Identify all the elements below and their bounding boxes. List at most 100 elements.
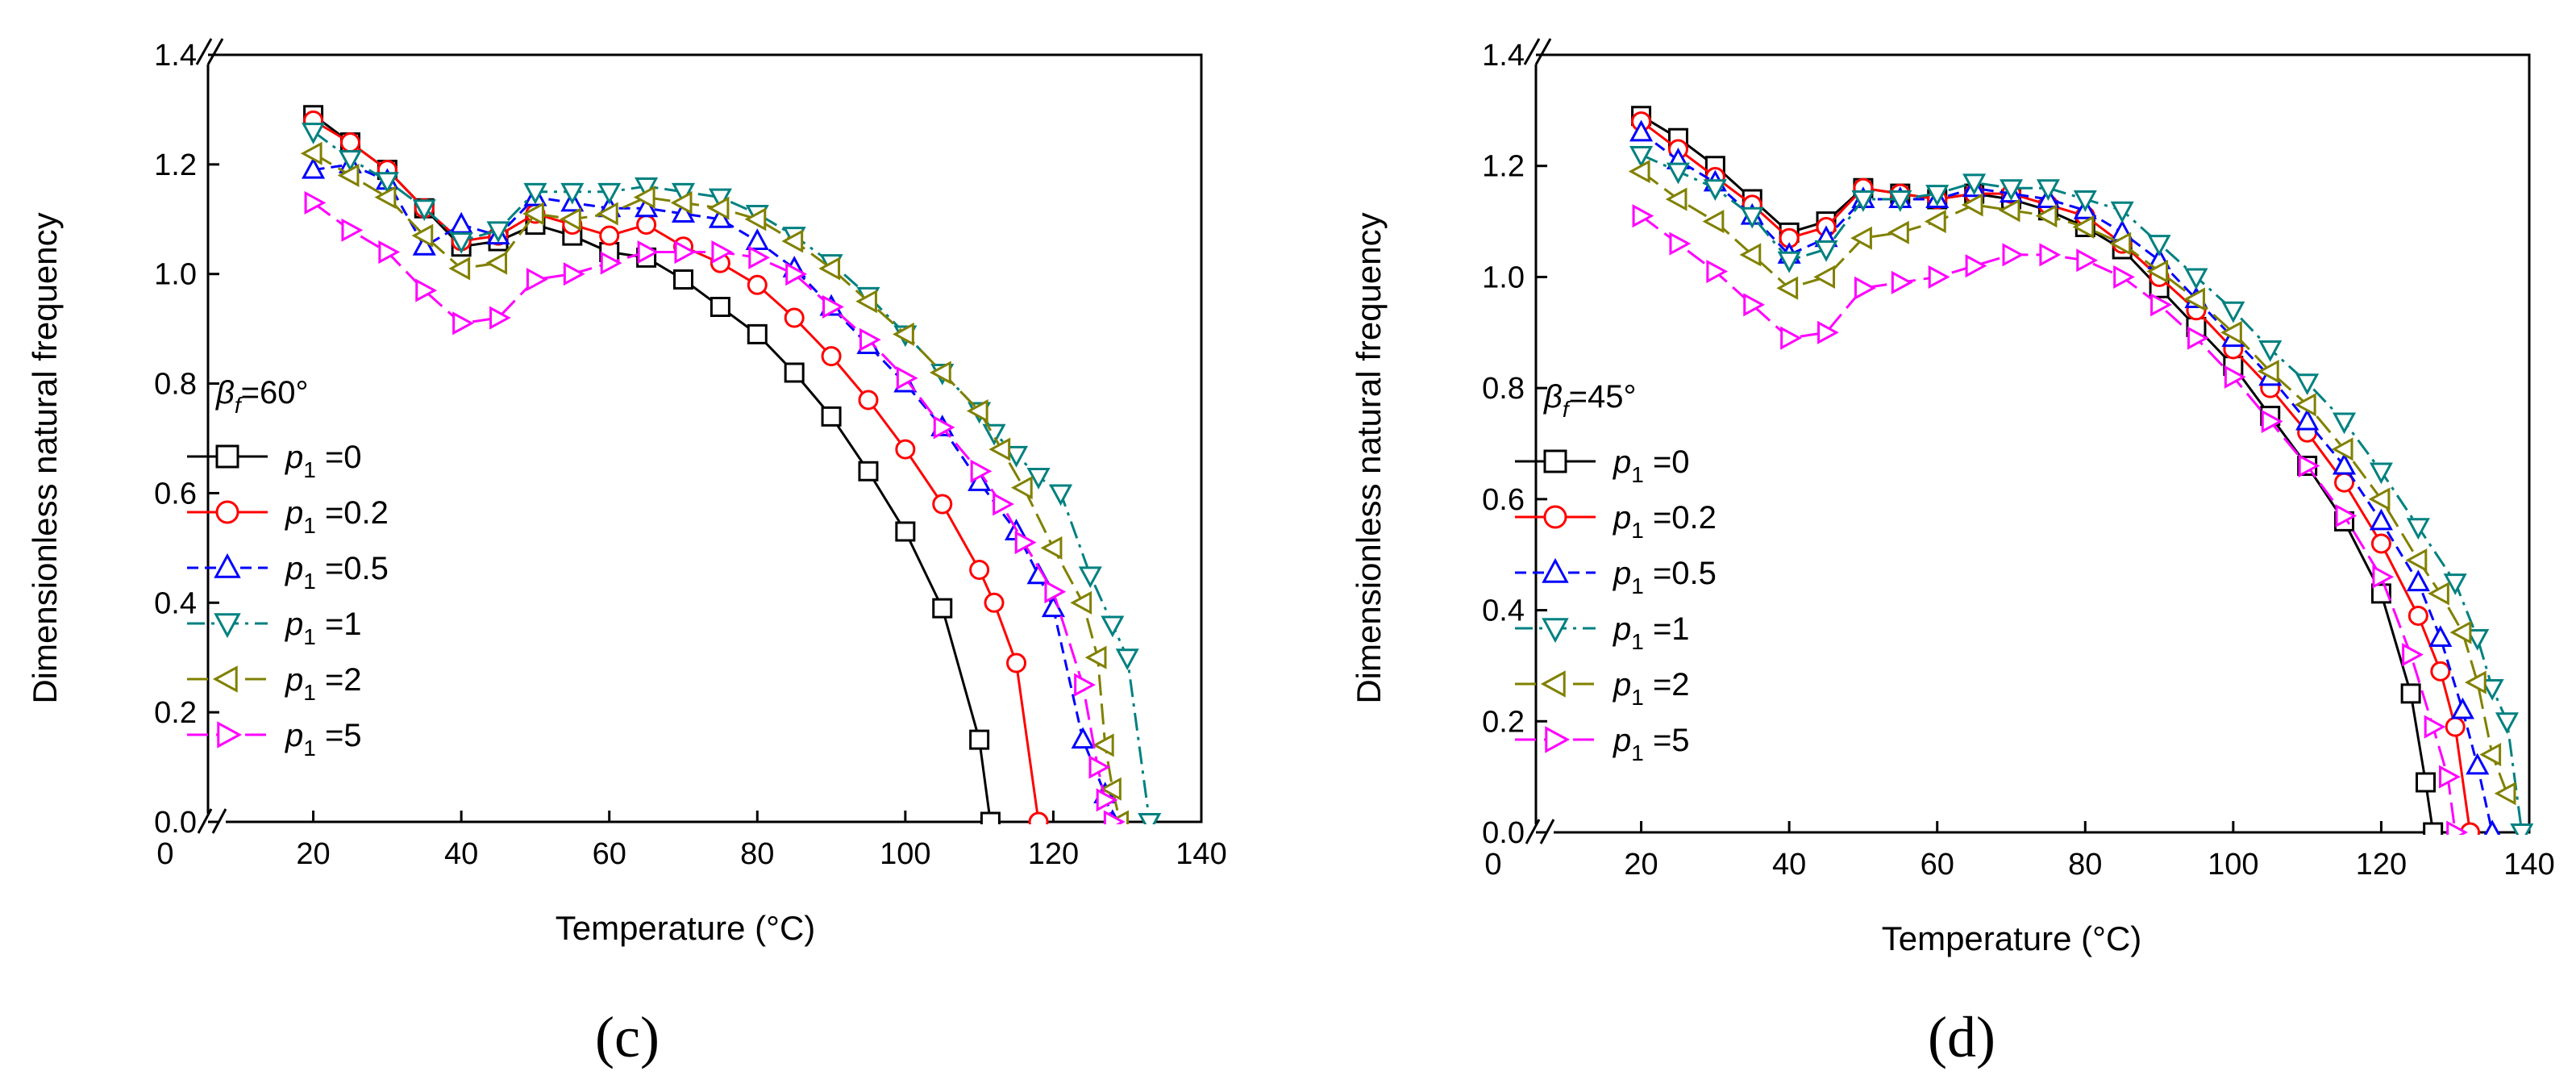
- data-point: [1887, 220, 1909, 244]
- legend-item: p1 =1: [187, 607, 362, 649]
- data-point: [2369, 462, 2393, 485]
- data-point: [2150, 293, 2172, 317]
- data-point: [2495, 712, 2520, 735]
- data-point: [523, 182, 547, 205]
- data-point: [1813, 265, 1836, 289]
- data-point: [1666, 162, 1691, 185]
- x-axis-label: Temperature (°C): [1882, 919, 2142, 957]
- data-point: [375, 172, 399, 194]
- data-point: [2450, 697, 2474, 719]
- data-point: [932, 598, 953, 619]
- data-point: [2109, 231, 2132, 256]
- legend-marker: [1540, 670, 1566, 698]
- legend-marker: [1542, 557, 1569, 583]
- data-point: [2224, 365, 2246, 389]
- data-point: [2449, 620, 2472, 644]
- legend-marker: [1545, 726, 1571, 753]
- y-tick-label: 1.2: [1482, 150, 1525, 184]
- data-point: [302, 123, 326, 144]
- y-tick-label: 1.4: [1482, 39, 1525, 73]
- data-point: [785, 262, 807, 286]
- data-point: [1629, 145, 1654, 168]
- series-group: [1628, 106, 2533, 835]
- data-point: [597, 182, 622, 205]
- data-point: [2298, 454, 2320, 478]
- data-point: [635, 177, 659, 199]
- data-point: [1891, 270, 1913, 294]
- data-point: [2479, 743, 2502, 767]
- data-point: [2332, 412, 2357, 435]
- data-point: [1928, 265, 1950, 289]
- data-point: [988, 437, 1011, 461]
- data-point: [600, 251, 622, 275]
- data-point: [2372, 565, 2395, 589]
- data-point: [673, 269, 693, 290]
- data-point: [1702, 210, 1725, 234]
- data-point: [2072, 215, 2095, 239]
- chart-panel-c: 0 20 40 60 80 100 120 140 0.0 0.2 0.4 0.6 0.8 1.0 1.2 1…: [26, 38, 1227, 1069]
- x-tick-label: 40: [1772, 848, 1806, 882]
- data-point: [2039, 243, 2062, 267]
- data-point: [2494, 782, 2516, 806]
- data-point: [858, 390, 879, 411]
- data-point: [1629, 119, 1654, 142]
- legend-marker: [1543, 449, 1567, 473]
- series-group: [300, 105, 1162, 824]
- data-point: [1925, 185, 1950, 206]
- chart-panel-d: 0 20 40 60 80 100 120 140 0.0 0.2 0.4 0.6 0.8 1.0 1.2 1…: [1350, 38, 2555, 1069]
- data-point: [302, 156, 326, 179]
- data-point: [858, 461, 879, 482]
- series-line: [312, 202, 1114, 823]
- data-point: [1703, 179, 1727, 202]
- data-point: [1096, 788, 1118, 812]
- data-point: [1780, 326, 1802, 350]
- y-axis-label: Dimensionless natural frequency: [26, 212, 64, 703]
- data-point: [2110, 201, 2134, 223]
- data-point: [341, 218, 364, 242]
- data-point: [1078, 566, 1102, 589]
- data-point: [2335, 503, 2358, 528]
- legend-item: p1 =0.5: [1515, 556, 1717, 598]
- data-point: [2406, 569, 2430, 592]
- data-point: [635, 195, 659, 218]
- y-tick-label: 1.2: [154, 148, 197, 182]
- data-point: [2407, 605, 2428, 626]
- data-point: [2261, 409, 2283, 433]
- legend-item: p1 =0: [1515, 444, 1690, 487]
- data-point: [1740, 206, 1764, 229]
- legend-item: p1 =0: [187, 440, 362, 482]
- data-point: [412, 233, 436, 256]
- legend-marker: [1543, 505, 1567, 529]
- data-point: [637, 240, 660, 265]
- legend: p1 =0 p1 =0.2 p1 =0.5 p1 =1 p1 =2 p1 =5: [1515, 444, 1717, 765]
- data-point: [822, 294, 844, 319]
- data-point: [1850, 226, 1872, 250]
- data-point: [2073, 190, 2097, 212]
- data-point: [1074, 673, 1096, 697]
- data-point: [486, 221, 510, 244]
- x-tick-label: 100: [2208, 848, 2258, 882]
- data-point: [895, 521, 916, 542]
- data-point: [2464, 670, 2487, 694]
- y-tick-label: 0.0: [154, 806, 197, 840]
- x-tick-label: 80: [2068, 848, 2102, 882]
- data-point: [596, 202, 618, 226]
- legend-marker: [214, 613, 241, 639]
- data-point: [2439, 765, 2461, 789]
- data-point: [633, 186, 655, 210]
- data-point: [1814, 240, 1838, 262]
- data-point: [1817, 320, 1839, 344]
- legend-item: p1 =1: [1515, 611, 1690, 654]
- data-point: [1961, 193, 1983, 217]
- x-tick-label: 60: [1921, 848, 1954, 882]
- series-line: [1640, 215, 2457, 833]
- x-tick-label: 0: [1484, 848, 1501, 882]
- legend-label: p1 =0.5: [1613, 556, 1717, 598]
- data-point: [1669, 231, 1692, 256]
- legend-item: p1 =5: [1515, 723, 1690, 765]
- data-point: [781, 229, 804, 253]
- data-point: [338, 150, 363, 172]
- data-point: [2428, 582, 2449, 606]
- axes-ticks: 0 20 40 60 80 100 120 140 0.0 0.2 0.4 0.6 0.8 1.0 1.2 1…: [1482, 39, 2555, 882]
